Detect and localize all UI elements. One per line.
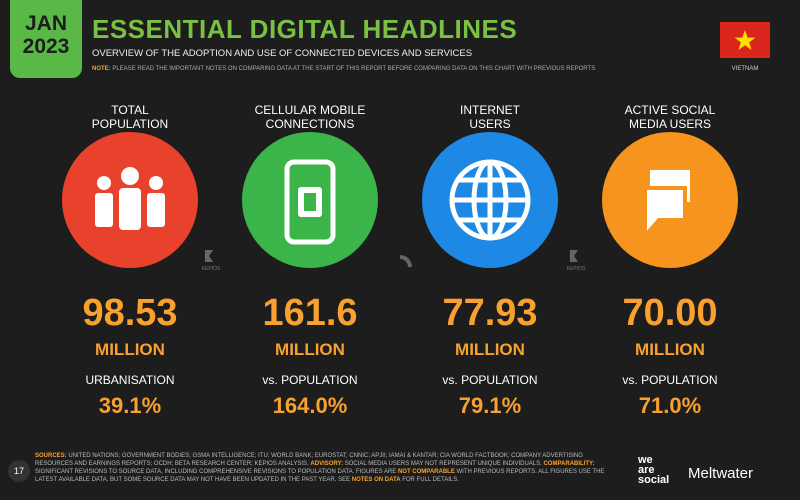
metric-subvalue: 164.0% (272, 393, 348, 418)
metric-label: TOTAL POPULATION (91, 103, 169, 131)
page-number: 17 (8, 460, 30, 482)
footer-label: COMPARABILITY: (543, 461, 595, 467)
metric-value: 70.00 (622, 292, 718, 334)
metric-sublabel: URBANISATION (85, 373, 175, 387)
footer-text: FOR FULL DETAILS. (400, 477, 459, 483)
date-badge: JAN 2023 (10, 0, 82, 78)
metric-unit: MILLION (95, 340, 165, 359)
country: VIETNAM (731, 66, 759, 72)
footer-label: SOURCES: (35, 453, 67, 459)
meltwater-logo: Meltwater (688, 465, 754, 482)
kepios-logo: KEPIOS (201, 266, 221, 272)
we-are-social-logo: we are social (638, 454, 670, 486)
footer-text: SIGNIFICANT REVISIONS TO SOURCE DATA, IN… (35, 469, 398, 475)
footer-label: ADVISORY: (310, 461, 344, 467)
month: JAN (24, 12, 67, 35)
metric-value: 98.53 (82, 292, 178, 334)
flag (720, 22, 770, 58)
footer-text: UNITED NATIONS; GOVERNMENT BODIES; GSMA … (35, 453, 583, 467)
metric-sublabel: vs. POPULATION (622, 373, 718, 387)
kepios-logo: KEPIOS (566, 266, 586, 272)
metric-label: INTERNET USERS (460, 103, 520, 131)
sources: SOURCES: UNITED NATIONS; GOVERNMENT BODI… (35, 452, 615, 484)
footer-text: SOCIAL MEDIA USERS MAY NOT REPRESENT UNI… (343, 461, 544, 467)
footer-link: NOTES ON DATA (351, 477, 401, 483)
metric-sublabel: vs. POPULATION (442, 373, 538, 387)
footer-label: NOT COMPARABLE (397, 469, 455, 475)
footer-text: WITH PREVIOUS REPORTS. ALL FIGURES USE T… (35, 469, 605, 483)
note-text: PLEASE READ THE IMPORTANT NOTES ON COMPA… (112, 66, 596, 72)
metric-sublabel: vs. POPULATION (262, 373, 358, 387)
metric-value: 161.6 (262, 292, 358, 334)
metric-unit: MILLION (635, 340, 705, 359)
year: 2023 (22, 35, 70, 58)
metric-label: ACTIVE SOCIAL MEDIA USERS (624, 103, 716, 131)
metric-label: CELLULAR MOBILE CONNECTIONS (254, 103, 366, 131)
note-label: NOTE: (92, 66, 111, 72)
metric-unit: MILLION (275, 340, 345, 359)
metric-subvalue: 39.1% (98, 393, 162, 418)
title: ESSENTIAL DIGITAL HEADLINES (92, 14, 518, 44)
metric-subvalue: 79.1% (458, 393, 522, 418)
note: NOTE: PLEASE READ THE IMPORTANT NOTES ON… (92, 66, 595, 72)
metric-subvalue: 71.0% (638, 393, 702, 418)
subtitle: OVERVIEW OF THE ADOPTION AND USE OF CONN… (92, 48, 473, 59)
metric-unit: MILLION (455, 340, 525, 359)
metric-value: 77.93 (442, 292, 538, 334)
